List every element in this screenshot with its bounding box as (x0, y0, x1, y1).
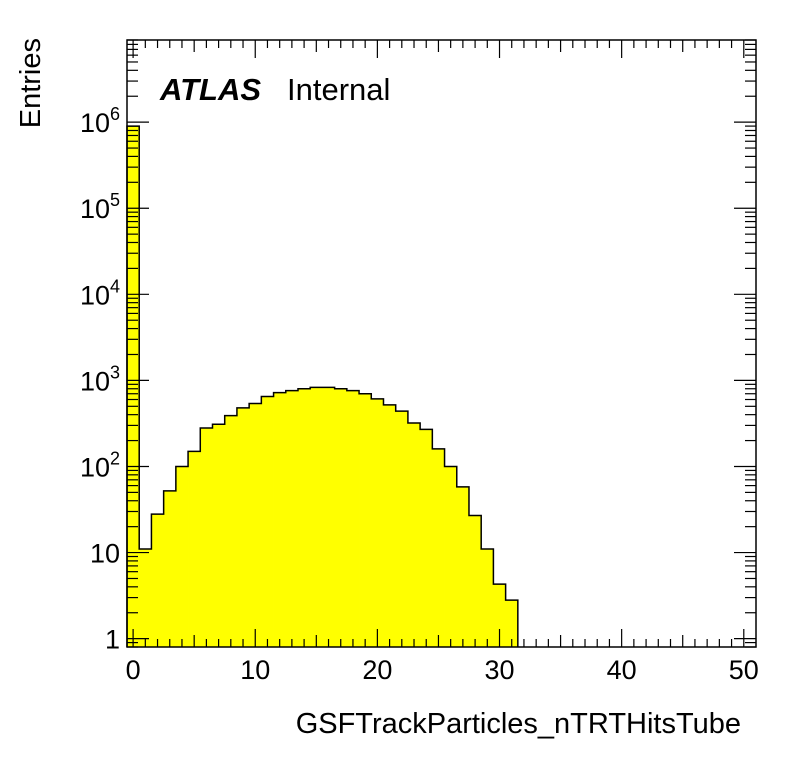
x-tick-label: 50 (729, 655, 759, 685)
y-tick-label: 102 (80, 448, 120, 482)
histogram-bar (371, 398, 384, 647)
histogram-bar (322, 387, 336, 647)
histogram-bar (188, 451, 201, 647)
histogram-bar (395, 411, 409, 647)
y-tick-label: 104 (80, 276, 120, 310)
histogram-bar (493, 584, 507, 647)
histogram-bar (224, 415, 238, 647)
histogram-bar (139, 549, 152, 647)
x-tick-labels: 0 10 20 30 40 50 (126, 655, 759, 685)
plot-frame (126, 39, 757, 648)
atlas-label: ATLAS (159, 72, 261, 107)
histogram-bar (127, 126, 140, 648)
histogram-bar (407, 423, 421, 647)
x-tick-label: 30 (484, 655, 514, 685)
histogram-bar (456, 486, 470, 647)
histogram-bar (261, 396, 274, 647)
y-tick-label: 106 (80, 104, 120, 138)
histogram-bar (444, 466, 458, 647)
histogram-bar (151, 514, 165, 647)
histogram-bar (200, 427, 213, 647)
y-tick-label: 103 (80, 362, 120, 396)
histogram-bar (212, 424, 226, 647)
histogram-bars (127, 126, 519, 648)
histogram-bar (334, 388, 348, 647)
histogram-bar (236, 407, 250, 647)
y-tick-label: 10 (90, 539, 120, 569)
histogram-bar (273, 392, 287, 647)
x-tick-label: 20 (362, 655, 392, 685)
x-axis-label: GSFTrackParticles_nTRTHitsTube (296, 708, 741, 740)
x-tick-label: 10 (240, 655, 270, 685)
histogram-bar (359, 393, 372, 647)
histogram-bar (175, 466, 189, 647)
histogram-bar (468, 515, 482, 647)
y-tick-label: 1 (105, 625, 120, 655)
atlas-sublabel: Internal (287, 72, 390, 107)
histogram-bar (432, 448, 445, 647)
histogram-bar (420, 429, 433, 647)
y-tick-label: 105 (80, 190, 120, 224)
y-tick-labels: 1 10 102 103 104 105 106 (80, 104, 120, 655)
histogram-bar (285, 390, 299, 647)
axis-ticks (127, 39, 756, 648)
histogram-bar (310, 387, 323, 647)
histogram-bar (383, 404, 397, 647)
y-axis-label: Entries (15, 38, 47, 128)
histogram-outline (126, 125, 519, 647)
histogram-bar (505, 600, 519, 647)
x-tick-label: 0 (126, 655, 141, 685)
histogram-bar (163, 490, 177, 647)
x-tick-label: 40 (607, 655, 637, 685)
histogram-bar (346, 390, 360, 647)
histogram-bar (249, 403, 262, 647)
histogram-bar (297, 388, 311, 647)
histogram-bar (481, 549, 494, 647)
